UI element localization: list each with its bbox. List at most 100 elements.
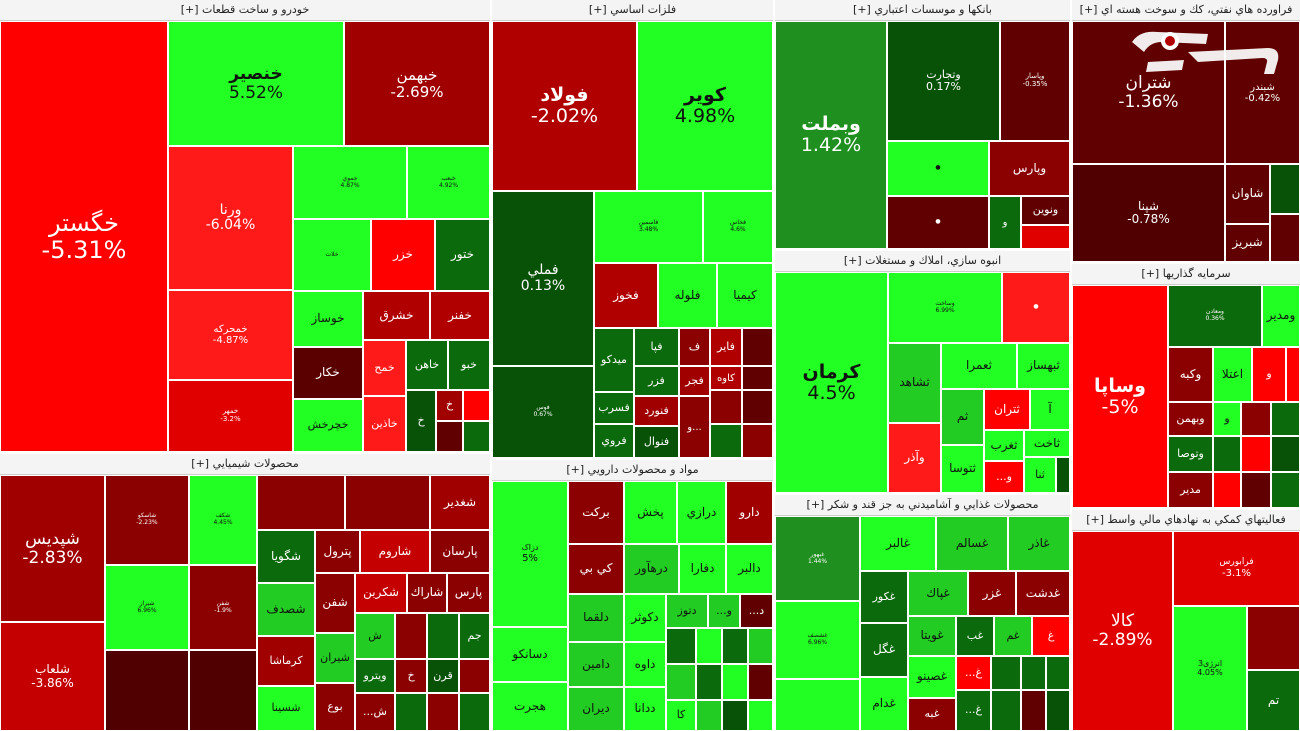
stock-tile[interactable]: غزر xyxy=(968,571,1016,616)
stock-tile[interactable]: فاير xyxy=(710,328,742,366)
stock-tile[interactable]: ثتوسا xyxy=(941,445,984,493)
stock-tile[interactable]: دلقما xyxy=(568,594,624,642)
stock-tile[interactable]: خ xyxy=(436,390,463,421)
stock-tile[interactable] xyxy=(345,475,430,530)
stock-tile[interactable]: پخش xyxy=(624,481,677,544)
stock-tile[interactable]: وساپا -5% xyxy=(1072,285,1168,508)
stock-tile[interactable]: فسرب xyxy=(594,392,634,424)
stock-tile[interactable]: فپا xyxy=(634,328,679,366)
stock-tile[interactable]: خكار xyxy=(293,347,363,399)
stock-tile[interactable] xyxy=(1286,347,1300,402)
stock-tile[interactable]: غدشت xyxy=(1016,571,1070,616)
stock-tile[interactable] xyxy=(775,679,860,731)
stock-tile[interactable]: ...غ xyxy=(956,656,991,690)
panel-title-investment[interactable]: سرمايه گذاريها [+] xyxy=(1072,264,1300,285)
stock-tile[interactable] xyxy=(1271,436,1300,472)
stock-tile[interactable]: دكوثر xyxy=(624,594,666,642)
stock-tile[interactable] xyxy=(463,390,490,421)
stock-tile[interactable]: ويترو xyxy=(355,659,395,693)
stock-tile[interactable]: پترول xyxy=(315,530,360,573)
stock-tile[interactable]: وآذر xyxy=(888,423,941,493)
stock-tile[interactable]: كا xyxy=(666,700,696,731)
stock-tile[interactable] xyxy=(1241,436,1271,472)
stock-tile[interactable]: شفن -1.9% xyxy=(189,565,257,650)
stock-tile[interactable]: ومعادن 0.36% xyxy=(1168,285,1262,347)
stock-tile[interactable]: خبهمن -2.69% xyxy=(344,21,490,146)
stock-tile[interactable]: شفن xyxy=(315,573,355,633)
stock-tile[interactable] xyxy=(395,613,427,659)
stock-tile[interactable]: خمحركه -4.87% xyxy=(168,290,293,380)
stock-tile[interactable]: خچرخش xyxy=(293,399,363,452)
stock-tile[interactable]: فاسمين 3.48% xyxy=(594,191,703,263)
stock-tile[interactable]: خ xyxy=(395,659,427,693)
stock-tile[interactable] xyxy=(1021,656,1046,690)
stock-tile[interactable]: خ xyxy=(406,390,436,452)
stock-tile[interactable]: ...غ xyxy=(956,690,991,731)
stock-tile[interactable]: داوه xyxy=(624,642,666,687)
stock-tile[interactable]: درازي xyxy=(677,481,726,544)
stock-tile[interactable]: فجر xyxy=(679,366,710,396)
stock-tile[interactable]: فلوله xyxy=(658,263,717,328)
panel-title-aux[interactable]: فعاليتهاي كمكي به نهادهاي مالي واسط [+] xyxy=(1072,510,1300,531)
stock-tile[interactable]: وپاسار -0.35% xyxy=(1000,21,1070,141)
stock-tile[interactable]: كالا -2.89% xyxy=(1072,531,1173,731)
stock-tile[interactable]: ...و xyxy=(708,594,740,628)
stock-tile[interactable]: دارو xyxy=(726,481,773,544)
stock-tile[interactable] xyxy=(748,700,773,731)
stock-tile[interactable]: فزر xyxy=(634,366,679,396)
stock-tile[interactable]: دامين xyxy=(568,642,624,687)
stock-tile[interactable]: خنصير 5.52% xyxy=(168,21,344,146)
stock-tile[interactable]: خوساز xyxy=(293,291,363,347)
panel-title-construction[interactable]: انبوه سازي، املاك و مستغلات [+] xyxy=(775,251,1070,272)
stock-tile[interactable]: وتوصا xyxy=(1168,436,1213,472)
stock-tile[interactable] xyxy=(1270,214,1300,262)
stock-tile[interactable] xyxy=(459,693,490,731)
stock-tile[interactable] xyxy=(105,650,189,731)
stock-tile[interactable]: شيران xyxy=(315,633,355,683)
stock-tile[interactable]: ...و xyxy=(984,461,1024,493)
stock-tile[interactable]: آ xyxy=(1030,389,1070,430)
stock-tile[interactable] xyxy=(1046,656,1070,690)
stock-tile[interactable] xyxy=(1213,436,1241,472)
stock-tile[interactable]: كرماشا xyxy=(257,636,315,686)
stock-tile[interactable]: دتوز xyxy=(666,594,708,628)
stock-tile[interactable]: خمح xyxy=(363,340,406,396)
stock-tile[interactable]: ثشاهد xyxy=(888,343,941,423)
stock-tile[interactable]: ثاخت xyxy=(1024,430,1070,457)
stock-tile[interactable]: دفارا xyxy=(679,544,726,594)
stock-tile[interactable] xyxy=(257,475,345,530)
stock-tile[interactable]: دزاک 5% xyxy=(492,481,568,627)
stock-tile[interactable]: شبريز xyxy=(1225,224,1270,262)
stock-tile[interactable]: جموي 4.87% xyxy=(293,146,407,219)
stock-tile[interactable]: ميدكو xyxy=(594,328,634,392)
stock-tile[interactable]: وبملت 1.42% xyxy=(775,21,887,249)
stock-tile[interactable]: شاراك xyxy=(407,573,447,613)
stock-tile[interactable] xyxy=(742,424,773,458)
stock-tile[interactable]: ● xyxy=(887,196,989,249)
stock-tile[interactable] xyxy=(1021,225,1070,249)
stock-tile[interactable]: انرژی3 4.05% xyxy=(1173,606,1247,731)
stock-tile[interactable]: دالبر xyxy=(726,544,773,594)
stock-tile[interactable]: غدام xyxy=(860,677,908,731)
stock-tile[interactable]: جم xyxy=(459,613,490,659)
panel-title-chemical[interactable]: محصولات شيميايي [+] xyxy=(0,454,490,475)
stock-tile[interactable]: و xyxy=(989,196,1021,249)
stock-tile[interactable] xyxy=(722,664,748,700)
stock-tile[interactable]: فرابورس -3.1% xyxy=(1173,531,1300,606)
stock-tile[interactable]: و... xyxy=(679,396,710,458)
stock-tile[interactable]: شاوان xyxy=(1225,164,1270,224)
stock-tile[interactable]: خبو xyxy=(448,340,490,390)
stock-tile[interactable]: غب xyxy=(956,616,994,656)
panel-title-oil[interactable]: فراورده هاي نفتي، كك و سوخت هسته اي [+] xyxy=(1072,0,1300,21)
stock-tile[interactable]: كيميا xyxy=(717,263,773,328)
stock-tile[interactable] xyxy=(722,700,748,731)
stock-tile[interactable] xyxy=(666,628,696,664)
stock-tile[interactable]: كوير 4.98% xyxy=(637,21,773,191)
stock-tile[interactable]: وپارس xyxy=(989,141,1070,196)
stock-tile[interactable] xyxy=(710,390,742,424)
stock-tile[interactable] xyxy=(436,421,463,452)
stock-tile[interactable]: خمهر -3.2% xyxy=(168,380,293,452)
panel-title-metals[interactable]: فلزات اساسي [+] xyxy=(492,0,773,21)
stock-tile[interactable]: ختور xyxy=(435,219,490,291)
stock-tile[interactable]: درهآور xyxy=(624,544,679,594)
